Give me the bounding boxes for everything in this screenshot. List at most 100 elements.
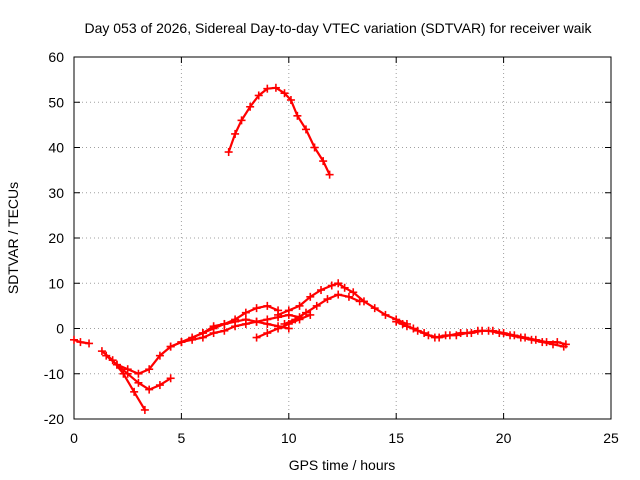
data-point [241,308,250,317]
data-point [263,84,272,93]
data-point [97,347,106,356]
data-point [327,281,336,290]
y-tick-label: 10 [48,275,64,291]
x-axis-label: GPS time / hours [289,457,396,473]
data-point [463,329,472,338]
data-point [155,381,164,390]
data-point [123,365,132,374]
data-point [284,306,293,315]
data-point [473,326,482,335]
data-point [370,304,379,313]
data-point [177,338,186,347]
series-line [255,313,312,339]
data-point [312,301,321,310]
series-line [277,282,408,326]
data-point [441,331,450,340]
series-arc-k [398,319,568,351]
data-point [134,378,143,387]
data-point [155,351,164,360]
series-line [227,86,331,176]
data-point [392,317,401,326]
data-point [237,116,246,125]
data-point [263,329,272,338]
data-point [166,374,175,383]
data-point [102,351,111,360]
data-point [355,297,364,306]
data-point [224,148,233,157]
data-point [274,324,283,333]
series-arc-a [70,335,94,348]
data-point [140,405,149,414]
data-point [291,315,300,324]
x-tick-label: 20 [496,430,512,446]
data-point [252,304,261,313]
data-point [310,143,319,152]
x-tick-label: 10 [281,430,297,446]
data-point [506,331,515,340]
data-point [516,333,525,342]
data-point [340,283,349,292]
data-point [252,333,261,342]
x-tick-label: 25 [603,430,619,446]
data-point [263,301,272,310]
data-point [145,385,154,394]
data-point [381,310,390,319]
y-tick-label: 50 [48,94,64,110]
data-point [209,322,218,331]
data-point [286,95,295,104]
data-point [254,91,263,100]
data-point [420,329,429,338]
y-tick-label: 30 [48,185,64,201]
x-tick-labels: 0 5 10 15 20 25 [70,430,619,446]
data-point [538,338,547,347]
data-point [198,329,207,338]
data-point [452,331,461,340]
data-point [495,329,504,338]
y-tick-labels: -20 -10 0 10 20 30 40 50 60 [44,49,64,427]
axis-ticks [73,56,612,420]
data-point [130,387,139,396]
data-point [293,111,302,120]
series-line [180,318,290,344]
data-point [134,369,143,378]
data-point [274,310,283,319]
data-point [301,308,310,317]
data-point [306,310,315,319]
data-point [209,329,218,338]
data-point [301,125,310,134]
grid [74,57,611,419]
data-point [484,326,493,335]
data-point [306,292,315,301]
x-tick-label: 15 [388,430,404,446]
y-tick-label: -20 [44,411,64,427]
data-point [349,288,358,297]
plot-area [70,83,570,414]
data-point [112,360,121,369]
y-tick-label: 60 [48,49,64,65]
series-arc-upper [224,83,334,179]
y-tick-label: 20 [48,230,64,246]
data-point [220,319,229,328]
data-point [334,290,343,299]
data-point [280,89,289,98]
data-point [70,335,78,344]
y-axis-label: SDTVAR / TECUs [5,182,21,294]
y-tick-label: 0 [56,321,64,337]
data-point [527,335,536,344]
data-point [549,340,558,349]
series-arc-i [280,290,364,328]
data-point [263,319,272,328]
data-point [409,324,418,333]
data-point [252,317,261,326]
data-point [85,339,94,348]
x-tick-label: 0 [70,430,78,446]
series-line [115,304,280,375]
data-point [220,326,229,335]
data-point [145,365,154,374]
data-point [76,338,85,347]
series-line [401,322,565,348]
data-point [317,286,326,295]
data-point [334,279,343,288]
data-point [295,301,304,310]
